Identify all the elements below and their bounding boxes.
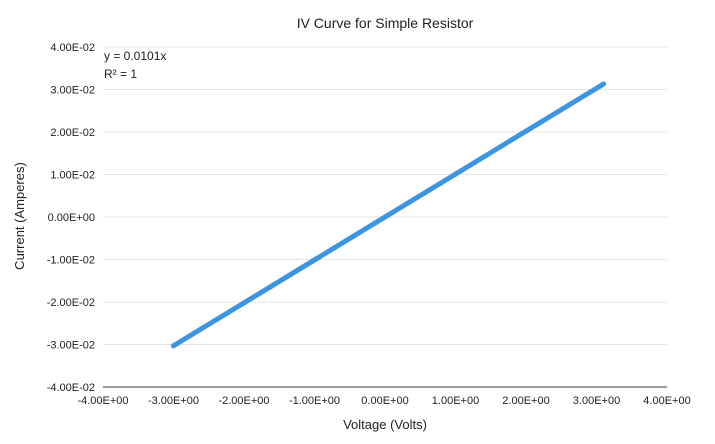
y-tick-label: 0.00E+00 xyxy=(48,212,95,224)
x-tick-labels: -4.00E+00 -3.00E+00 -2.00E+00 -1.00E+00 0.00… xyxy=(77,395,690,407)
y-tick-label: 4.00E-02 xyxy=(50,42,95,54)
chart-title: IV Curve for Simple Resistor xyxy=(297,15,474,31)
x-tick-label: -3.00E+00 xyxy=(148,395,199,407)
x-tick-label: -1.00E+00 xyxy=(289,395,340,407)
data-point xyxy=(312,257,317,263)
y-tick-labels: 4.00E-02 3.00E-02 2.00E-02 1.00E-02 0.00E+00… xyxy=(47,42,95,394)
trendline-equation: y = 0.0101x xyxy=(104,49,166,63)
gridlines xyxy=(103,46,667,345)
y-tick-label: -3.00E-02 xyxy=(47,340,95,352)
data-point xyxy=(171,343,176,349)
x-tick-label: -2.00E+00 xyxy=(218,395,269,407)
y-tick-label: 1.00E-02 xyxy=(50,170,95,182)
data-point xyxy=(523,128,529,134)
trendline-r-squared: R² = 1 xyxy=(104,67,137,81)
y-axis-title: Current (Amperes) xyxy=(12,162,27,270)
y-tick-label: 2.00E-02 xyxy=(50,127,95,139)
data-point xyxy=(382,214,388,220)
series-layer xyxy=(171,81,607,349)
y-tick-label: -1.00E-02 xyxy=(47,255,95,267)
x-tick-label: 4.00E+00 xyxy=(643,395,690,407)
y-tick-label: -4.00E-02 xyxy=(47,382,95,394)
series-line xyxy=(171,81,607,349)
x-axis-title: Voltage (Volts) xyxy=(343,417,427,432)
x-tick-label: 3.00E+00 xyxy=(573,395,620,407)
data-point xyxy=(453,171,458,177)
x-tick-label: 1.00E+00 xyxy=(432,395,479,407)
x-tick-label: 0.00E+00 xyxy=(361,395,408,407)
data-point xyxy=(241,300,247,306)
x-tick-label: 2.00E+00 xyxy=(502,395,549,407)
data-point xyxy=(601,81,607,87)
y-tick-label: -2.00E-02 xyxy=(47,297,95,309)
x-tick-label: -4.00E+00 xyxy=(77,395,128,407)
y-tick-label: 3.00E-02 xyxy=(50,85,95,97)
